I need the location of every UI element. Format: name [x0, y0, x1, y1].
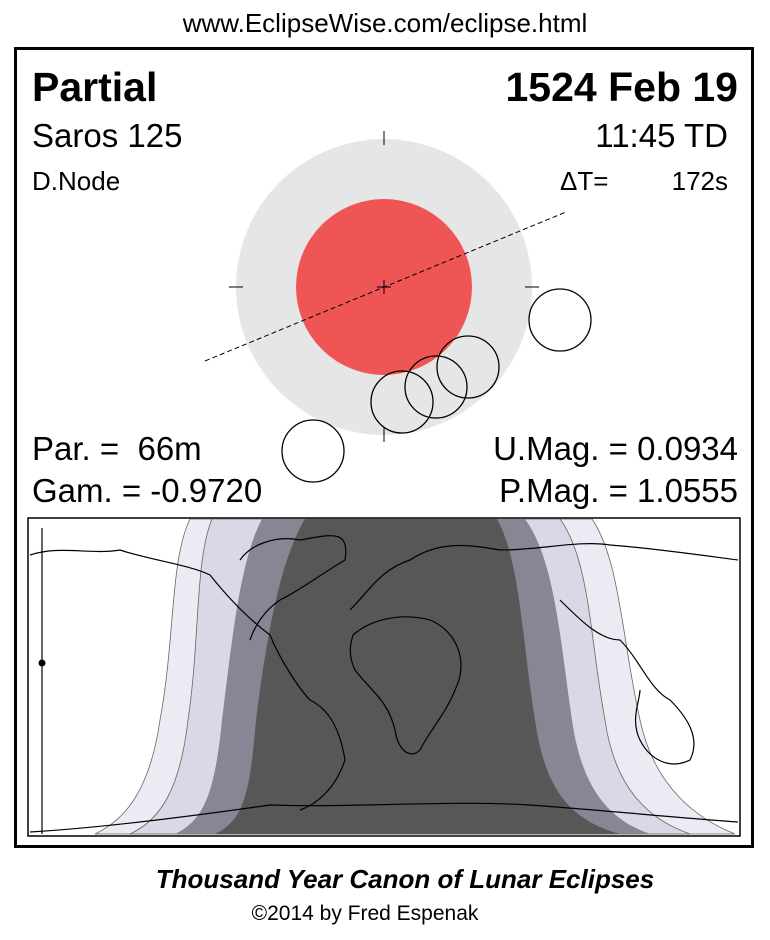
- penumbral-magnitude: P.Mag. = 1.0555: [499, 472, 738, 509]
- moon-u4: [436, 335, 500, 399]
- diagram-frame: [14, 47, 754, 848]
- umbral-magnitude: U.Mag. = 0.0934: [493, 430, 738, 467]
- umbral-visibility-zone: [215, 519, 620, 834]
- node: D.Node: [32, 166, 121, 196]
- moon-max: [404, 355, 468, 419]
- gamma: Gam. = -0.9720: [32, 472, 263, 509]
- canon-title: Thousand Year Canon of Lunar Eclipses: [155, 864, 655, 894]
- url-header: www.EclipseWise.com/eclipse.html: [182, 8, 588, 38]
- moon-p1: [281, 419, 345, 483]
- visibility-map: [27, 517, 741, 837]
- delta-t-label: ΔT=: [560, 166, 609, 196]
- eclipse-date: 1524 Feb 19: [505, 64, 739, 110]
- delta-t-value: 172s: [671, 166, 728, 196]
- map-marker: [38, 659, 46, 667]
- eclipse-type: Partial: [32, 64, 158, 110]
- coastlines: [29, 528, 739, 834]
- moon-p4: [528, 288, 592, 352]
- moon-path-line: [204, 211, 567, 362]
- partial-duration: Par. = 66m: [32, 430, 202, 467]
- copyright: ©2014 by Fred Espenak: [251, 902, 479, 925]
- moon-u1: [370, 370, 434, 434]
- eclipse-time: 11:45 TD: [595, 117, 728, 154]
- moon-positions: [281, 288, 592, 483]
- saros-number: Saros 125: [32, 117, 183, 154]
